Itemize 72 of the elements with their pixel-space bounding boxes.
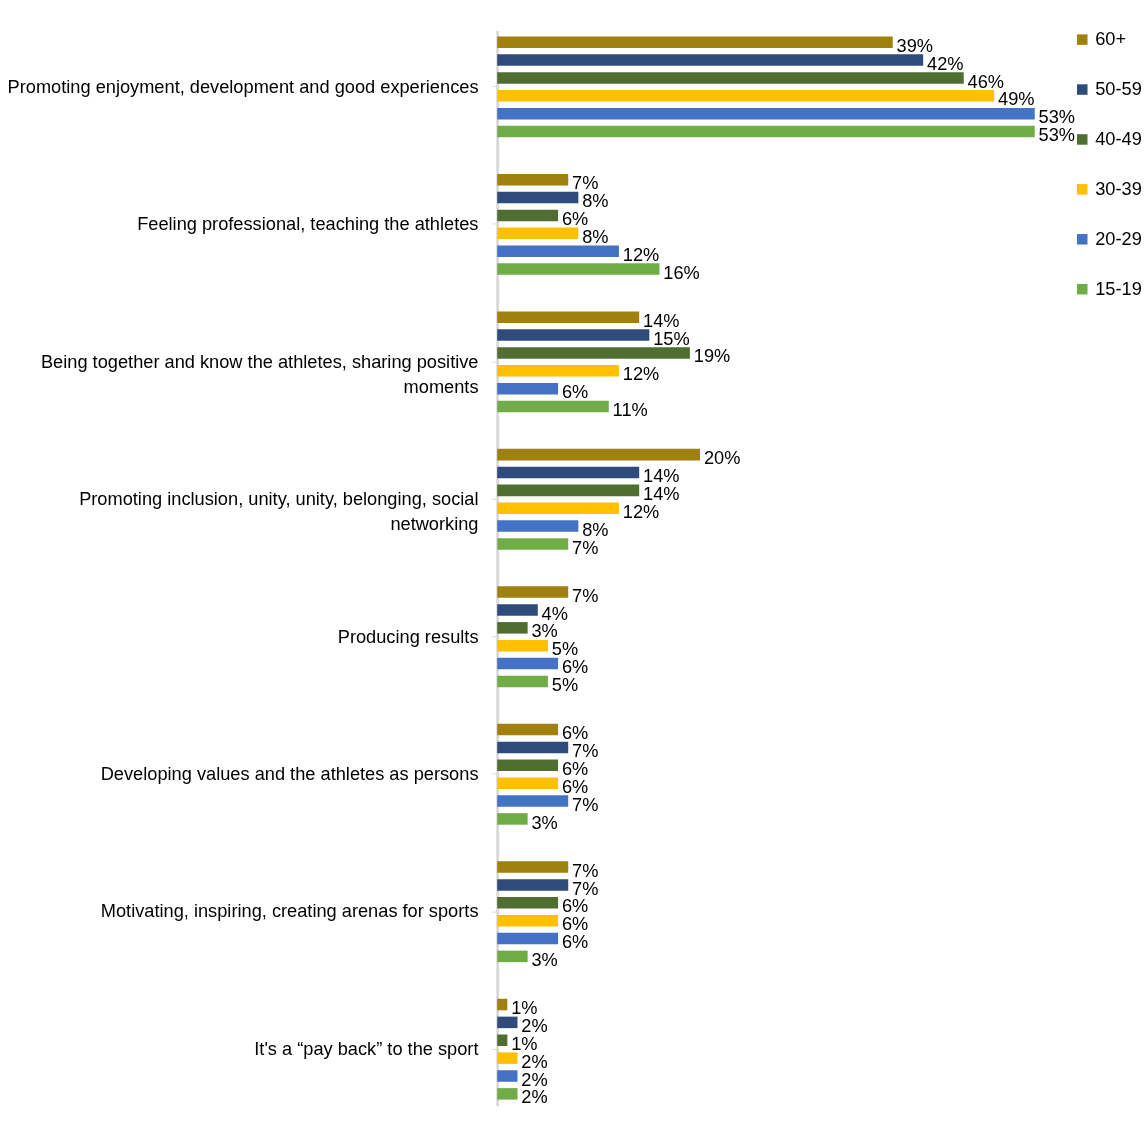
bar	[497, 741, 569, 754]
bar	[497, 1070, 518, 1082]
legend-label: 20-29	[1095, 228, 1142, 250]
bar	[497, 813, 528, 825]
bar	[497, 777, 559, 789]
data-label: 6%	[561, 381, 589, 403]
bar	[497, 520, 579, 532]
bar	[497, 1088, 518, 1100]
bar	[497, 897, 559, 909]
bar	[497, 125, 1035, 138]
bar	[497, 604, 538, 616]
bar	[497, 723, 559, 736]
bar	[497, 1052, 518, 1064]
bar	[497, 1016, 518, 1029]
bar	[497, 365, 619, 377]
data-label: 7%	[572, 584, 599, 606]
data-label: 19%	[693, 345, 731, 367]
bar	[497, 502, 619, 514]
bar	[497, 484, 640, 497]
bar	[497, 347, 690, 359]
bar	[497, 72, 964, 84]
bar	[497, 759, 559, 772]
legend-label: 40-49	[1095, 128, 1142, 150]
bar	[497, 538, 569, 550]
bar	[497, 245, 619, 257]
bar	[497, 586, 569, 598]
y-tick-label: Being together and know the athletes, sharing positive moments	[40, 350, 479, 397]
y-tick-label: Producing results	[337, 625, 479, 647]
bar	[497, 879, 569, 891]
data-label: 3%	[531, 949, 558, 970]
y-tick-label: Promoting inclusion, unity, unity, belonging, social networking	[79, 488, 479, 535]
bar	[497, 657, 559, 670]
y-tick-label: It's a “pay back” to the sport	[254, 1037, 479, 1059]
data-label: 3%	[531, 811, 558, 833]
bar	[497, 54, 924, 66]
bar	[497, 400, 609, 413]
bar	[497, 795, 569, 807]
bar	[497, 191, 579, 204]
bar	[497, 173, 569, 186]
legend-label: 50-59	[1095, 78, 1142, 100]
bar	[497, 107, 1035, 120]
bar	[497, 466, 640, 479]
data-label: 20%	[703, 447, 741, 469]
bar	[497, 861, 569, 873]
bar	[497, 311, 640, 323]
bar	[497, 932, 559, 945]
y-tick-label: Motivating, inspiring, creating arenas for sports	[100, 900, 479, 922]
bar	[497, 675, 548, 688]
y-tick-label: Developing values and the athletes as persons	[100, 763, 479, 785]
legend-label: 15-19	[1095, 277, 1142, 299]
bar	[497, 1034, 508, 1047]
bar	[497, 227, 579, 240]
y-tick-label: Promoting enjoyment, development and good experiences	[7, 75, 479, 97]
y-tick-label: Feeling professional, teaching the athletes	[137, 213, 479, 235]
data-label: 16%	[663, 261, 700, 283]
data-label: 12%	[622, 363, 660, 385]
bar	[497, 622, 528, 634]
data-label: 12%	[622, 243, 660, 265]
data-label: 11%	[612, 399, 648, 421]
bar	[497, 998, 508, 1011]
legend-label: 60+	[1095, 28, 1127, 50]
bar	[497, 950, 528, 963]
bar	[497, 209, 559, 222]
bar	[497, 914, 559, 927]
bar	[497, 382, 559, 395]
bar	[497, 36, 893, 48]
bar	[497, 448, 701, 461]
bar	[497, 263, 660, 275]
bar	[497, 329, 650, 341]
bar	[497, 639, 548, 652]
legend-label: 30-39	[1095, 178, 1142, 200]
bar	[497, 90, 995, 102]
